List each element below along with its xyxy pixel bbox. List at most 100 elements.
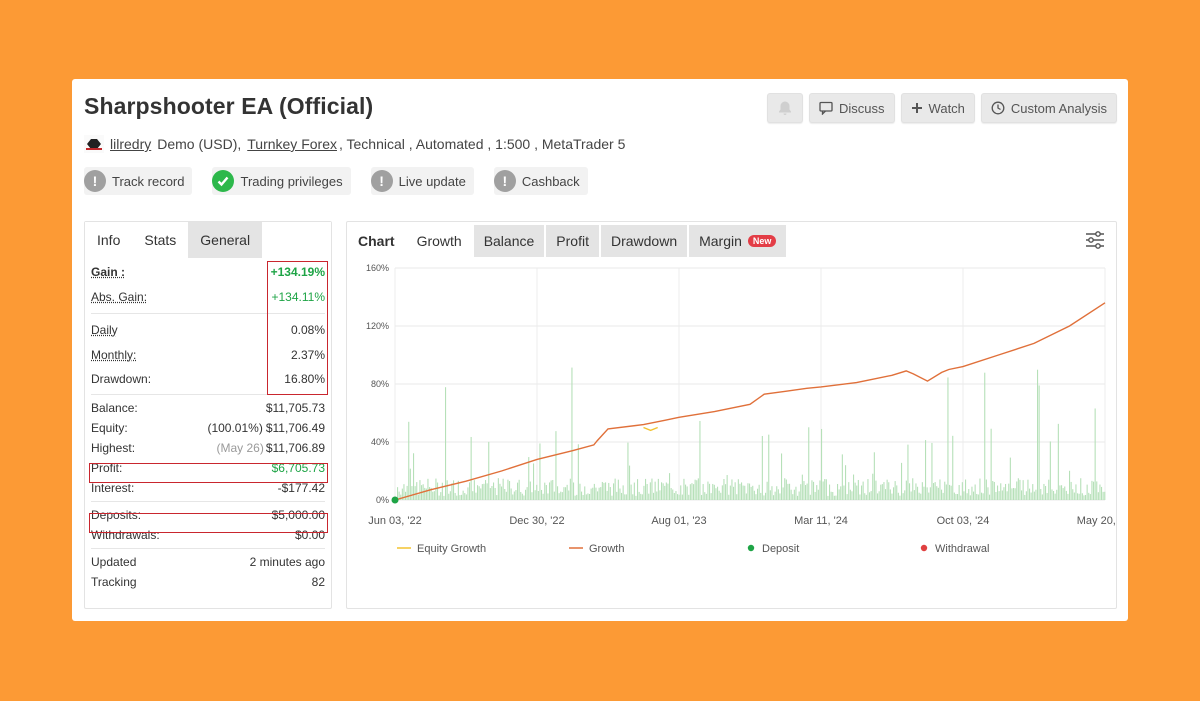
abs-gain-label[interactable]: Abs. Gain: (91, 290, 148, 304)
activity-bar (853, 474, 855, 500)
tab-growth[interactable]: Growth (406, 225, 472, 257)
balance-label: Balance: (91, 401, 138, 415)
activity-bar (878, 491, 880, 500)
watch-button[interactable]: Watch (900, 93, 975, 123)
activity-bar (445, 387, 447, 500)
activity-bar (861, 485, 863, 500)
activity-bar (1053, 491, 1055, 500)
stat-monthly: Monthly: 2.37% (91, 342, 325, 367)
activity-bar (529, 481, 531, 500)
activity-bar (809, 494, 811, 500)
activity-bar (555, 431, 557, 500)
activity-bar (947, 377, 949, 500)
activity-bar (817, 489, 819, 500)
activity-bar (789, 483, 791, 500)
activity-bar (755, 494, 757, 500)
activity-bar (438, 495, 440, 500)
badge-live-update[interactable]: ! Live update (370, 167, 474, 195)
activity-bar (726, 475, 728, 500)
activity-bar (1000, 483, 1002, 500)
activity-bar (734, 482, 736, 500)
chart-settings-button[interactable] (1084, 230, 1106, 255)
tab-balance[interactable]: Balance (473, 225, 545, 257)
activity-bar (701, 494, 703, 500)
x-tick-label: Jun 03, '22 (368, 515, 421, 527)
activity-bar (758, 484, 760, 500)
activity-bar (915, 483, 917, 500)
activity-bar (427, 478, 429, 500)
activity-bar (611, 495, 613, 500)
activity-bar (877, 493, 879, 500)
activity-bar (787, 483, 789, 500)
activity-bar (470, 436, 472, 500)
alert-button[interactable] (767, 93, 804, 123)
activity-bar (1067, 493, 1069, 500)
activity-bar (1033, 491, 1035, 500)
activity-bar (965, 479, 967, 500)
activity-bar (931, 442, 933, 500)
activity-bar (798, 491, 800, 500)
activity-bar (582, 494, 584, 500)
activity-bar (1032, 484, 1034, 500)
activity-bar (729, 485, 731, 500)
tab-general[interactable]: General (188, 222, 263, 258)
badge-trading-privileges[interactable]: Trading privileges (212, 167, 351, 195)
activity-bar (707, 481, 709, 500)
badge-cashback[interactable]: ! Cashback (493, 167, 588, 195)
activity-bar (945, 484, 947, 500)
activity-bar (753, 490, 755, 500)
system-card: Sharpshooter EA (Official) Discuss Watch (72, 79, 1128, 621)
discuss-button[interactable]: Discuss (809, 93, 895, 123)
updated-label: Updated (91, 555, 137, 569)
activity-bar (557, 486, 559, 500)
activity-bar (443, 495, 445, 500)
growth-chart[interactable]: 0% 40% 80% 120% 160% Jun 03, '22 Dec 30, '22 Au… (347, 258, 1116, 608)
legend-deposit-label: Deposit (762, 543, 799, 555)
activity-bar (699, 420, 701, 500)
tab-info[interactable]: Info (97, 232, 121, 248)
activity-bar (1104, 491, 1106, 500)
activity-bar (478, 486, 480, 500)
activity-bar (904, 490, 906, 500)
activity-bar (475, 492, 477, 500)
activity-bar (560, 491, 562, 500)
activity-bar (811, 480, 813, 500)
gain-label[interactable]: Gain : (91, 265, 126, 279)
broker-link[interactable]: Turnkey Forex (247, 136, 337, 152)
activity-bar (641, 494, 643, 500)
activity-bar (669, 473, 671, 500)
activity-bar (774, 491, 776, 500)
avatar[interactable] (84, 135, 104, 153)
y-tick-label: 40% (371, 437, 389, 447)
activity-bar (513, 491, 515, 500)
tab-chart[interactable]: Chart (348, 225, 405, 257)
tab-profit[interactable]: Profit (546, 225, 599, 257)
activity-bar (736, 494, 738, 500)
activity-bar (1014, 488, 1016, 500)
tab-stats[interactable]: Stats (144, 232, 177, 248)
activity-bar (776, 486, 778, 500)
activity-bar (825, 479, 827, 500)
activity-bar (769, 490, 771, 500)
activity-bar (888, 482, 890, 500)
activity-bar (872, 473, 874, 500)
activity-bar (742, 485, 744, 500)
daily-label[interactable]: Daily (91, 322, 118, 337)
activity-bar (409, 468, 411, 500)
activity-bar (401, 488, 403, 500)
activity-bar (723, 478, 725, 500)
activity-bar (1011, 488, 1013, 500)
activity-bar (398, 491, 400, 500)
activity-bar (459, 495, 461, 500)
badge-track-record[interactable]: ! Track record (84, 167, 193, 195)
activity-bar (739, 483, 741, 500)
custom-analysis-button[interactable]: Custom Analysis (980, 93, 1117, 123)
tab-margin[interactable]: Margin New (689, 225, 787, 257)
activity-bar (816, 485, 818, 500)
monthly-label[interactable]: Monthly: (91, 347, 137, 362)
activity-bar (481, 484, 483, 500)
user-link[interactable]: lilredry (110, 136, 152, 152)
activity-bar (505, 491, 507, 500)
tab-drawdown[interactable]: Drawdown (600, 225, 688, 257)
activity-bar (966, 493, 968, 500)
